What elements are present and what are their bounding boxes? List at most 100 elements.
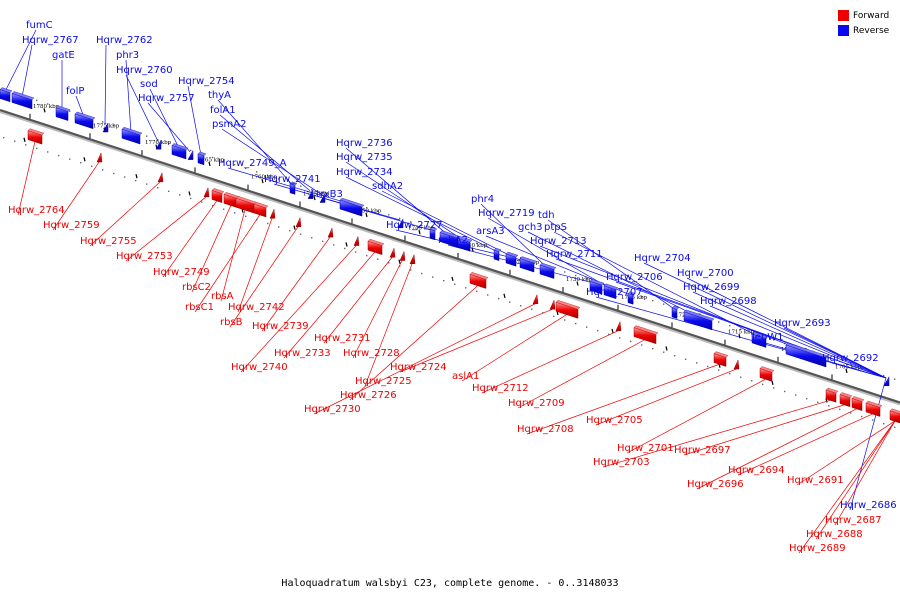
track-dot — [894, 426, 896, 428]
reverse-gene — [55, 105, 71, 121]
reverse-gene — [519, 256, 537, 273]
gene-label-reverse: Hqrw_2699 — [683, 282, 740, 293]
scale-label: 1755 kbp — [303, 192, 330, 198]
forward-gene — [269, 208, 276, 219]
track-dot — [597, 330, 599, 332]
track-dot — [421, 224, 423, 227]
forward-gene — [295, 216, 302, 227]
track-dot — [861, 367, 863, 370]
leader-line — [517, 339, 646, 409]
forward-gene — [203, 186, 210, 198]
track-dot — [322, 240, 324, 243]
gene-label-reverse: gch3 — [518, 222, 543, 233]
forward-gene — [157, 171, 164, 183]
forward-gene — [865, 400, 883, 417]
track-dot — [641, 296, 643, 298]
leader-line — [831, 362, 887, 379]
gene-label-reverse: Hqrw_2757 — [138, 93, 195, 104]
track-dot — [146, 135, 148, 137]
gene-label-reverse: Hqrw_2692 — [822, 353, 879, 364]
reverse-gene — [319, 192, 326, 203]
leader-line — [683, 404, 846, 456]
leader-line — [17, 141, 36, 216]
reverse-gene — [102, 122, 109, 133]
reverse-gene — [121, 126, 143, 145]
scale-label: 1730 kbp — [566, 277, 593, 283]
leader-line — [352, 260, 403, 359]
gene-label-reverse: Hqrw_2762 — [96, 35, 153, 46]
strand-legend: Forward Reverse — [838, 8, 889, 38]
track-dot — [146, 183, 148, 185]
gene-label-reverse: gatE — [52, 50, 75, 61]
leader-line — [240, 245, 357, 373]
genome-caption: Haloquadratum walsbyi C23, complete geno… — [281, 578, 619, 589]
gene-label-reverse: phr4 — [471, 194, 494, 205]
gene-label-forward: Hqrw_2705 — [586, 415, 643, 426]
reverse-gene — [74, 111, 96, 130]
gene-label-reverse: Hqrw_2734 — [336, 167, 393, 178]
reverse-gene — [289, 181, 298, 195]
gene-label-forward: Hqrw_2724 — [390, 362, 447, 373]
scale-label: 1740 kbp — [461, 243, 488, 249]
gene-label-reverse: Hqrw_2749_A — [218, 158, 287, 169]
gene-label-forward: aslA1 — [452, 371, 479, 382]
gene-label-reverse: phr3 — [116, 50, 139, 61]
gene-label-forward: rbsB — [220, 317, 243, 328]
leader-line — [221, 128, 323, 195]
track-dot — [685, 358, 687, 361]
leader-line — [461, 313, 568, 382]
reverse-gene — [505, 251, 519, 267]
gene-label-reverse: Hqrw_2736 — [336, 138, 393, 149]
forward-gene — [615, 320, 622, 331]
track-dot — [333, 244, 335, 246]
track-dot — [234, 164, 236, 166]
gene-label-reverse: Hqrw_2698 — [700, 296, 757, 307]
track-dot — [806, 397, 808, 400]
track-dot — [476, 242, 478, 245]
forward-gene — [235, 196, 257, 214]
track-dot — [564, 319, 566, 321]
leader-line — [187, 85, 202, 156]
track-dot — [289, 229, 291, 232]
gene-label-forward: Hqrw_2688 — [806, 529, 863, 540]
track-dot — [663, 351, 665, 353]
reverse-gene — [397, 217, 404, 229]
forward-gene — [409, 253, 416, 264]
forward-gene — [733, 359, 740, 370]
forward-gene — [889, 408, 900, 424]
gene-label-reverse: sdhA2 — [372, 181, 403, 192]
track-dot — [718, 369, 720, 371]
reverse-gene — [589, 279, 605, 295]
track-dot — [366, 254, 368, 257]
gene-label-reverse: trxB3 — [316, 189, 343, 200]
track-dot — [47, 151, 49, 153]
track-dot — [674, 355, 676, 357]
track-dot — [69, 110, 71, 112]
gene-label-forward: Hqrw_2694 — [728, 465, 785, 476]
track-dot — [652, 299, 654, 302]
forward-gene — [469, 272, 489, 289]
track-dot — [883, 374, 885, 377]
track-dot — [630, 340, 632, 343]
reverse-gene — [751, 331, 769, 348]
leader-line — [219, 114, 311, 192]
track-dot — [773, 339, 775, 341]
leader-line — [595, 368, 737, 426]
gene-label-forward: Hqrw_2697 — [674, 445, 731, 456]
leader-line — [615, 281, 887, 379]
scale-label: 1715 kbp — [728, 330, 755, 336]
gene-label-reverse: Hqrw_2700 — [677, 268, 734, 279]
track-dot — [212, 156, 214, 159]
leader-line — [487, 217, 611, 289]
gene-label-forward: Hqrw_2696 — [687, 479, 744, 490]
gene-label-forward: rbsC2 — [182, 282, 211, 293]
leader-line — [709, 305, 887, 379]
scale-label: 1770 kbp — [145, 140, 172, 146]
scale-label: 1760 kbp — [251, 175, 278, 181]
track-dot — [300, 233, 302, 235]
track-dot — [872, 419, 874, 421]
leader-line — [815, 420, 896, 540]
track-dot — [729, 324, 731, 327]
track-dot — [531, 308, 533, 310]
leader-line — [283, 251, 376, 359]
